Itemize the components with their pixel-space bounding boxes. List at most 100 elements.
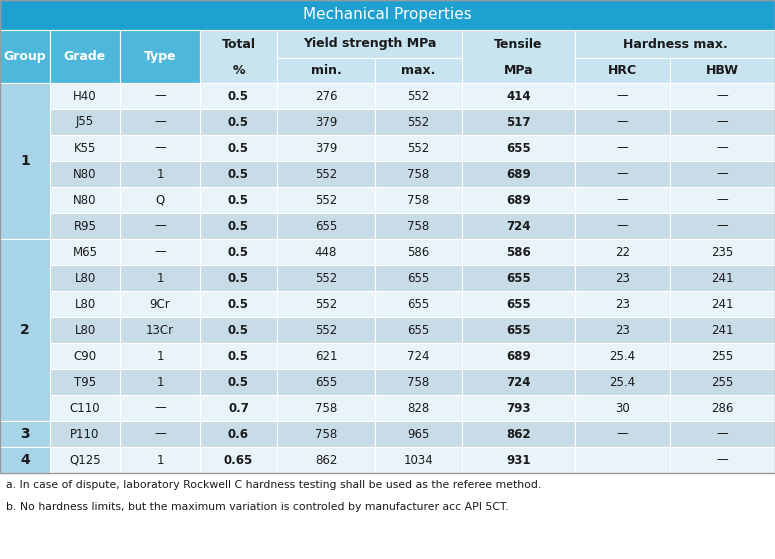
Text: 286: 286 [711, 401, 734, 415]
Text: 0.65: 0.65 [224, 453, 253, 467]
Bar [50, 161, 120, 187]
Text: C90: C90 [74, 349, 97, 362]
Text: Hardness max.: Hardness max. [622, 37, 728, 50]
Bar [50, 421, 120, 447]
Text: 586: 586 [408, 245, 429, 258]
Bar [120, 369, 200, 395]
Bar [50, 187, 120, 213]
Text: 0.5: 0.5 [228, 376, 249, 389]
Text: b. No hardness limits, but the maximum variation is controled by manufacturer ac: b. No hardness limits, but the maximum v… [6, 502, 508, 512]
Text: 828: 828 [408, 401, 429, 415]
Text: 23: 23 [615, 324, 630, 337]
Text: L80: L80 [74, 324, 95, 337]
Text: 552: 552 [408, 116, 429, 129]
Bar [670, 265, 775, 291]
Bar [0, 0, 775, 30]
Bar [462, 213, 575, 239]
Bar [200, 135, 277, 161]
Bar [0, 30, 50, 83]
Bar [575, 343, 670, 369]
Text: 22: 22 [615, 245, 630, 258]
Bar [575, 58, 670, 83]
Text: —: — [154, 220, 166, 233]
Text: 0.5: 0.5 [228, 349, 249, 362]
Bar [277, 187, 375, 213]
Text: J55: J55 [76, 116, 94, 129]
Text: —: — [617, 116, 629, 129]
Bar [670, 421, 775, 447]
Bar [200, 265, 277, 291]
Bar [375, 213, 462, 239]
Text: 758: 758 [408, 193, 429, 206]
Text: 241: 241 [711, 297, 734, 310]
Text: 1: 1 [20, 154, 30, 168]
Text: L80: L80 [74, 272, 95, 285]
Bar [50, 291, 120, 317]
Bar [375, 187, 462, 213]
Text: 552: 552 [408, 89, 429, 102]
Text: 3: 3 [20, 427, 29, 441]
Bar [670, 161, 775, 187]
Text: max.: max. [401, 64, 436, 77]
Bar [0, 447, 50, 473]
Text: 0.5: 0.5 [228, 116, 249, 129]
Bar [462, 187, 575, 213]
Bar [575, 213, 670, 239]
Bar [375, 369, 462, 395]
Text: T95: T95 [74, 376, 96, 389]
Text: 552: 552 [315, 324, 337, 337]
Text: Group: Group [4, 50, 46, 63]
Bar [670, 109, 775, 135]
Text: 255: 255 [711, 349, 734, 362]
Bar [575, 395, 670, 421]
Bar [120, 161, 200, 187]
Text: 758: 758 [408, 220, 429, 233]
Bar [277, 421, 375, 447]
Text: —: — [154, 89, 166, 102]
Bar [462, 239, 575, 265]
Bar [375, 109, 462, 135]
Text: —: — [717, 193, 728, 206]
Bar [200, 213, 277, 239]
Bar [277, 291, 375, 317]
Text: 517: 517 [506, 116, 531, 129]
Text: 0.5: 0.5 [228, 168, 249, 181]
Bar [375, 291, 462, 317]
Bar [462, 161, 575, 187]
Text: 255: 255 [711, 376, 734, 389]
Bar [277, 213, 375, 239]
Bar [375, 58, 462, 83]
Bar [200, 421, 277, 447]
Text: —: — [617, 428, 629, 440]
Bar [120, 239, 200, 265]
Bar [120, 187, 200, 213]
Text: 30: 30 [615, 401, 630, 415]
Bar [575, 83, 670, 109]
Text: 862: 862 [506, 428, 531, 440]
Text: 241: 241 [711, 272, 734, 285]
Bar [575, 291, 670, 317]
Bar [670, 317, 775, 343]
Text: min.: min. [311, 64, 341, 77]
Text: 655: 655 [506, 297, 531, 310]
Bar [277, 135, 375, 161]
Bar [670, 239, 775, 265]
Bar [0, 0, 775, 473]
Bar [277, 343, 375, 369]
Bar [200, 30, 277, 83]
Text: 552: 552 [315, 297, 337, 310]
Text: 23: 23 [615, 297, 630, 310]
Bar [120, 421, 200, 447]
Bar [50, 317, 120, 343]
Bar [670, 213, 775, 239]
Text: —: — [717, 220, 728, 233]
Text: —: — [617, 89, 629, 102]
Bar [120, 135, 200, 161]
Text: HRC: HRC [608, 64, 637, 77]
Bar [50, 343, 120, 369]
Bar [670, 187, 775, 213]
Bar [375, 239, 462, 265]
Bar [670, 395, 775, 421]
Bar [462, 83, 575, 109]
Text: H40: H40 [73, 89, 97, 102]
